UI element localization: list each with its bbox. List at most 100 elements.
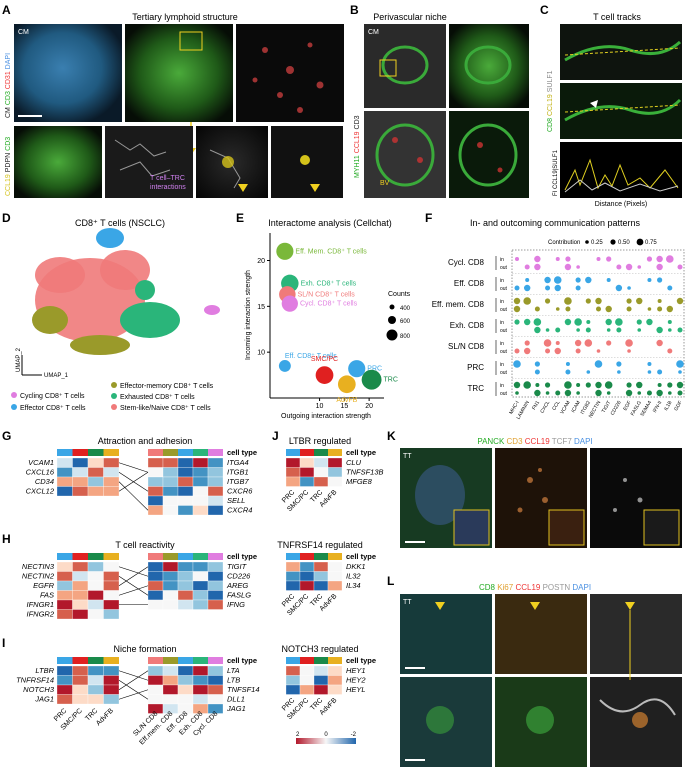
heatmap-cell bbox=[162, 495, 179, 506]
f-dot-out bbox=[677, 327, 683, 333]
f-row-label: PRC bbox=[467, 363, 484, 372]
j-gene-label: TNFSF13B bbox=[346, 468, 384, 477]
right-gene-label: ITGA4 bbox=[227, 458, 249, 467]
right-gene-label: CXCR6 bbox=[227, 487, 253, 496]
heatmap-cell bbox=[299, 561, 315, 572]
heatmap-cell bbox=[147, 675, 164, 686]
heatmap-cell bbox=[103, 590, 120, 601]
f-dot-out bbox=[667, 285, 673, 291]
panel-i-title: Niche formation bbox=[113, 644, 176, 654]
scale-label: 0 bbox=[324, 732, 328, 738]
heatmap-cell bbox=[56, 561, 73, 572]
heatmap-cell bbox=[313, 675, 329, 686]
heatmap-cell bbox=[327, 675, 343, 686]
cell-type-bar bbox=[178, 553, 193, 560]
pair-link bbox=[118, 462, 149, 473]
heatmap-cell bbox=[147, 665, 164, 676]
interaction-label-2: interactions bbox=[150, 184, 186, 191]
heatmap-cell bbox=[207, 684, 224, 695]
f-dot-in bbox=[606, 340, 612, 346]
panel-c-xlabel: Distance (Pixels) bbox=[595, 201, 648, 208]
umap2-label: UMAP_2 bbox=[16, 347, 22, 372]
f-dot-out bbox=[534, 326, 541, 334]
f-dot-in bbox=[564, 297, 572, 305]
right-gene-label: FASLG bbox=[227, 591, 251, 600]
f-dot-in bbox=[513, 297, 521, 305]
f-dot-out bbox=[555, 327, 561, 333]
panel-d: D CD8⁺ T cells (NSCLC) UMAP_1 UMAP_2 Cyc… bbox=[2, 211, 220, 412]
f-dot-in bbox=[595, 297, 602, 305]
heatmap-cell bbox=[162, 675, 179, 686]
cell-type-bar bbox=[148, 449, 163, 456]
heatmap-cell bbox=[162, 467, 179, 478]
right-gene-label: JAG1 bbox=[226, 704, 246, 713]
cm-label-a: CM bbox=[18, 29, 29, 36]
f-dot-in bbox=[586, 320, 591, 324]
f-dot-in bbox=[515, 257, 519, 261]
panel-e: E Interactome analysis (Cellchat) 10 15 20… bbox=[236, 211, 411, 420]
f-gene-label: TIGIT bbox=[601, 400, 613, 414]
f-rows: Cycl. CD8 in out Eff. CD8 in out Eff. mem. CD8… bbox=[432, 256, 684, 397]
f-dot-in bbox=[625, 339, 633, 347]
cell-type-bar bbox=[193, 657, 208, 664]
heatmap-cell bbox=[87, 467, 104, 478]
heatmap-cell bbox=[299, 571, 315, 582]
panel-k-stain: PANCK CD3 CCL19 TCF7 DAPI bbox=[477, 437, 592, 446]
heatmap-cell bbox=[177, 590, 194, 601]
f-dot-in bbox=[535, 383, 540, 387]
f-dot-out bbox=[576, 391, 580, 395]
heatmap-cell bbox=[72, 609, 89, 620]
cell-type-bar bbox=[208, 657, 223, 664]
f-dot-in bbox=[666, 255, 674, 263]
scale-label: 2 bbox=[296, 732, 300, 738]
panel-label-k: K bbox=[387, 429, 396, 443]
f-dot-out bbox=[656, 389, 663, 397]
heatmap-cell bbox=[162, 684, 179, 695]
j-gene-label: IL34 bbox=[346, 581, 361, 590]
left-gene-label: NECTIN3 bbox=[22, 562, 55, 571]
f-gene-label: CD226 bbox=[610, 400, 623, 417]
heatmap-cell bbox=[72, 457, 89, 468]
heatmap-cell bbox=[56, 684, 73, 695]
f-dot-in bbox=[555, 341, 560, 345]
micrograph-perivascular-1 bbox=[364, 24, 446, 108]
f-dot-out bbox=[564, 263, 572, 271]
f-row-label: TRC bbox=[468, 384, 485, 393]
e-point bbox=[315, 366, 334, 384]
cell-type-bar bbox=[328, 449, 342, 456]
e-point-label: Eff. Mem. CD8⁺ T cells bbox=[295, 248, 367, 255]
f-gene-label: CCL bbox=[551, 400, 561, 412]
f-out-label: out bbox=[500, 307, 508, 313]
cell-type-bar bbox=[148, 553, 163, 560]
heatmap-cell bbox=[177, 467, 194, 478]
heatmap-cell bbox=[72, 665, 89, 676]
f-dot-in bbox=[657, 299, 662, 303]
left-gene-label: TNFRSF14 bbox=[16, 676, 54, 685]
f-dot-out bbox=[555, 307, 560, 311]
f-dot-out bbox=[523, 284, 531, 292]
heatmap-cell bbox=[162, 665, 179, 676]
f-dot-out bbox=[576, 328, 580, 332]
heatmap-cell bbox=[313, 467, 329, 478]
e-size-label: 400 bbox=[400, 306, 411, 312]
heatmap-cell bbox=[147, 571, 164, 582]
f-dot-in bbox=[584, 339, 593, 347]
umap-clusters bbox=[32, 228, 220, 355]
panel-f-title: In- and outcoming communication patterns bbox=[470, 218, 641, 228]
heatmap-cell bbox=[103, 457, 120, 468]
cell-type-bar bbox=[163, 449, 178, 456]
zoom-box bbox=[179, 31, 203, 51]
heatmap-cell bbox=[177, 684, 194, 695]
legend-swatch bbox=[111, 393, 117, 399]
cell-type-bar bbox=[103, 449, 119, 456]
e-point-label: Exh. CD8⁺ T cells bbox=[301, 280, 357, 287]
f-contrib-value: 0.75 bbox=[645, 240, 657, 246]
f-dot-in bbox=[594, 360, 603, 368]
cell-type-bar bbox=[163, 657, 178, 664]
heatmap-cell bbox=[147, 599, 164, 610]
heatmap-cell bbox=[72, 486, 89, 497]
f-dot-out bbox=[596, 349, 601, 353]
legend-label: Cycling CD8⁺ T cells bbox=[20, 393, 85, 400]
heatmap-cell bbox=[285, 665, 301, 676]
f-dot-in bbox=[596, 257, 601, 261]
